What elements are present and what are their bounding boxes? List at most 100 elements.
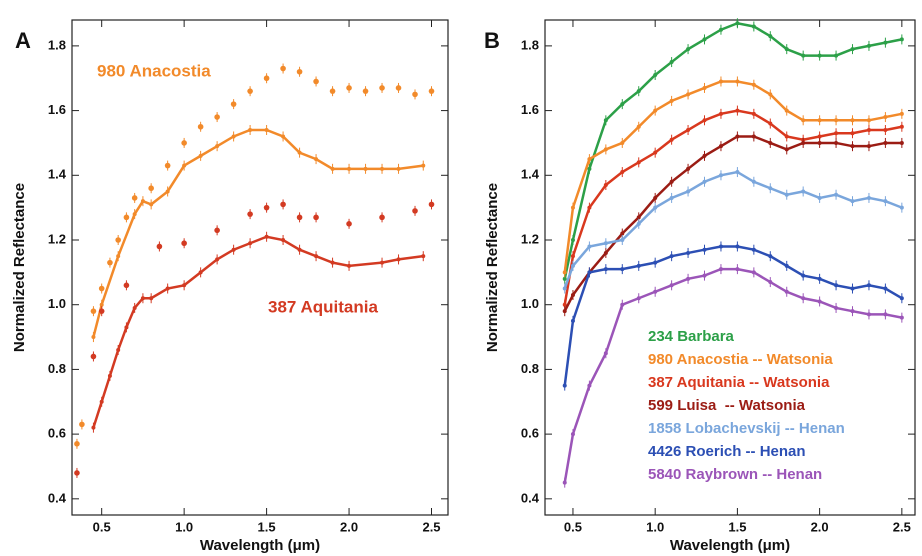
data-point [313, 78, 319, 85]
data-point [751, 247, 756, 252]
data-point [198, 270, 203, 275]
x-tick-label: 0.5 [93, 519, 111, 534]
x-tick-label: 2.0 [811, 519, 829, 534]
data-point [636, 160, 641, 165]
data-point [281, 134, 286, 139]
data-point [587, 244, 592, 249]
spectrum-line [92, 128, 424, 338]
data-point [883, 115, 888, 120]
panel-label: A [15, 28, 31, 53]
series-label: 980 Anacostia [97, 61, 211, 80]
y-tick-label: 1.8 [521, 37, 539, 52]
data-point [182, 283, 187, 288]
data-point [834, 283, 839, 288]
data-point [620, 231, 625, 236]
data-point [669, 137, 674, 142]
data-point [686, 250, 691, 255]
x-tick-label: 1.5 [728, 519, 746, 534]
data-point [296, 214, 303, 221]
data-point [702, 247, 707, 252]
data-point [751, 270, 756, 275]
data-point [883, 140, 888, 145]
data-point [784, 263, 789, 268]
data-point [98, 308, 105, 314]
data-point [784, 289, 789, 294]
data-point [751, 111, 756, 116]
data-point [834, 305, 839, 310]
data-point [850, 286, 855, 291]
data-point [380, 260, 385, 265]
data-point [570, 238, 575, 242]
y-tick-label: 1.4 [521, 167, 540, 182]
data-point [817, 195, 822, 200]
x-axis-title: Wavelength (μm) [670, 537, 790, 554]
data-point [636, 221, 641, 226]
data-point [866, 195, 871, 200]
y-tick-label: 1.2 [48, 231, 66, 246]
data-point [214, 227, 220, 234]
data-point [230, 101, 237, 107]
data-point [620, 102, 625, 107]
data-point [99, 302, 104, 307]
data-point [562, 276, 567, 281]
data-point [562, 480, 567, 485]
data-point [834, 131, 839, 136]
data-point [768, 121, 773, 126]
data-point [669, 179, 674, 184]
data-point [98, 285, 105, 292]
data-point [603, 147, 608, 152]
data-point [428, 201, 435, 208]
data-point [751, 24, 756, 29]
data-point [346, 85, 352, 91]
data-point [123, 214, 130, 221]
data-point [636, 89, 641, 94]
data-point [562, 286, 567, 291]
x-tick-label: 1.5 [258, 519, 276, 534]
data-point [570, 254, 575, 259]
x-tick-label: 0.5 [564, 519, 582, 534]
data-point [899, 205, 904, 210]
data-point [347, 166, 352, 171]
data-point [899, 140, 904, 145]
data-point [850, 309, 855, 314]
data-point [686, 276, 691, 281]
x-tick-label: 2.5 [422, 519, 440, 534]
data-point [562, 383, 567, 388]
data-point [751, 82, 756, 87]
data-point [107, 259, 113, 266]
data-point [314, 254, 319, 259]
data-point [264, 234, 269, 239]
data-point [751, 134, 756, 139]
data-point [116, 348, 121, 352]
data-point [735, 79, 740, 84]
series-label: 5840 Raybrown -- Henan [648, 466, 822, 483]
data-point [899, 124, 904, 129]
data-point [149, 296, 154, 301]
data-point [181, 140, 187, 146]
series-label: 387 Aquitania [268, 297, 378, 316]
data-point [768, 280, 773, 285]
data-point [231, 134, 236, 139]
data-point [603, 250, 608, 255]
data-point [735, 170, 740, 175]
data-point [362, 88, 369, 94]
spectrum-line [563, 109, 903, 305]
data-point [428, 88, 435, 94]
data-point [768, 34, 773, 39]
data-point [834, 118, 839, 123]
data-point [263, 75, 270, 82]
spectrum-line [563, 267, 903, 483]
plot-frame [544, 19, 916, 516]
data-point [198, 153, 203, 158]
data-point [421, 254, 426, 259]
spectrum-line [563, 80, 903, 273]
data-point [686, 92, 691, 97]
data-point [735, 21, 740, 26]
y-tick-label: 1.6 [48, 102, 66, 117]
data-point [182, 163, 187, 168]
data-point [313, 214, 319, 221]
data-point [215, 144, 220, 149]
x-tick-label: 1.0 [175, 519, 193, 534]
data-point [165, 189, 170, 194]
